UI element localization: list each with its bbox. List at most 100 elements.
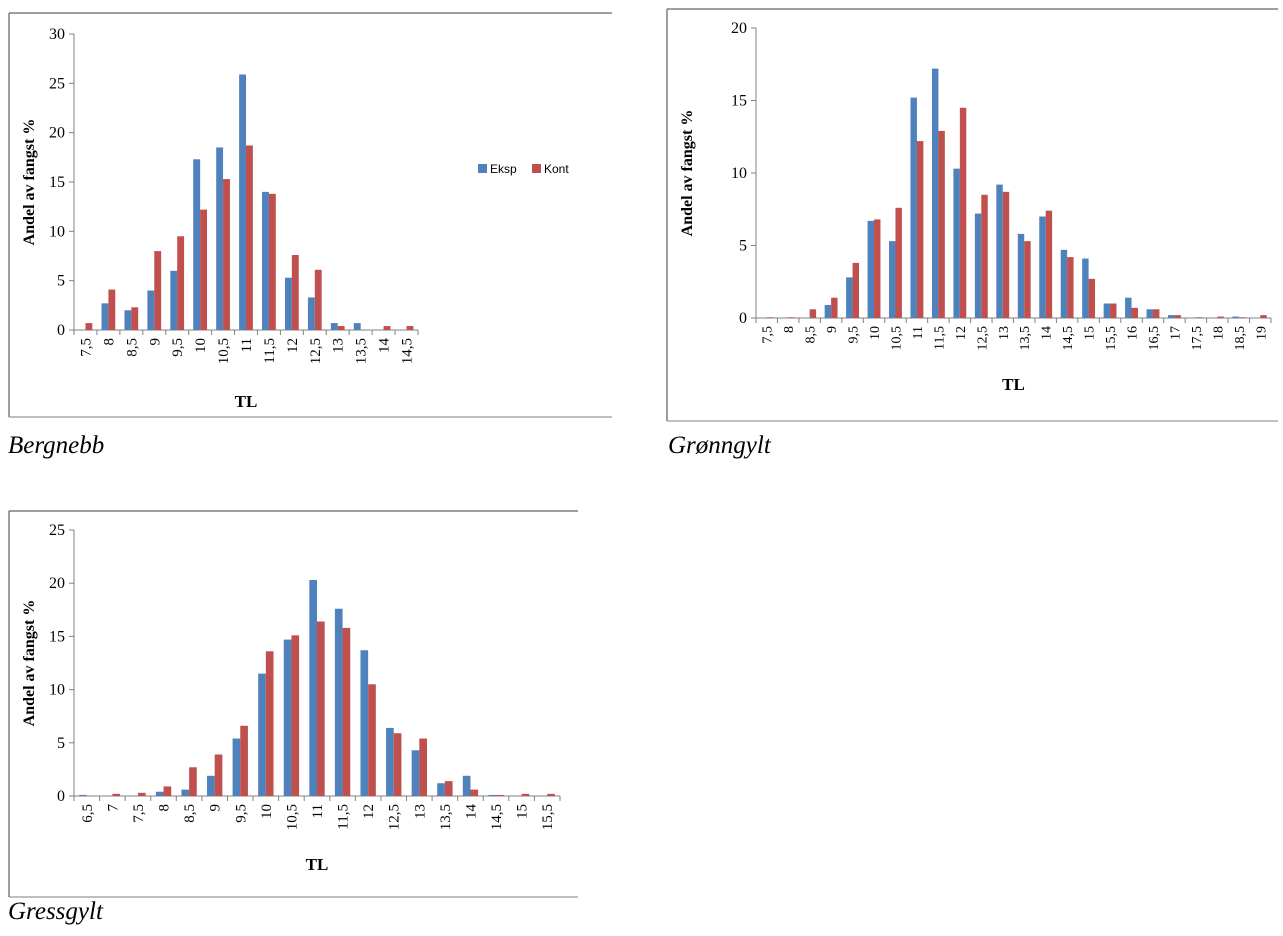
bar-eksp [1082, 258, 1089, 318]
bar-eksp [283, 639, 292, 796]
legend-swatch-kont [532, 164, 541, 173]
x-axis-label: TL [1002, 375, 1025, 394]
x-tick-label: 13 [331, 338, 347, 353]
bar-kont [137, 792, 146, 796]
bar-eksp [411, 750, 420, 796]
bar-kont [154, 251, 162, 330]
y-tick-label: 10 [49, 682, 65, 699]
y-tick-label: 20 [49, 575, 65, 592]
bar-kont [108, 289, 116, 330]
x-tick-label: 8 [101, 338, 117, 346]
y-tick-label: 15 [49, 174, 65, 191]
x-tick-label: 13 [997, 326, 1012, 340]
x-tick-label: 10,5 [284, 804, 300, 830]
bar-kont [337, 326, 345, 330]
x-tick-label: 12,5 [308, 338, 324, 364]
x-tick-label: 10,5 [889, 326, 904, 351]
x-tick-label: 13 [412, 804, 428, 819]
bar-eksp [488, 794, 497, 796]
bar-eksp [1125, 297, 1132, 318]
bar-kont [874, 219, 881, 318]
y-tick-label: 10 [49, 223, 65, 240]
x-tick-label: 9 [825, 326, 840, 333]
bar-eksp [824, 304, 832, 318]
y-tick-label: 20 [49, 125, 65, 142]
bar-kont [1024, 241, 1031, 318]
y-tick-label: 15 [49, 628, 65, 645]
bar-eksp [284, 277, 292, 330]
bar-eksp [974, 213, 982, 318]
bar-kont [809, 309, 817, 318]
bar-kont [852, 262, 859, 318]
bar-kont [163, 786, 172, 796]
x-tick-label: 18,5 [1233, 326, 1248, 351]
bar-kont [831, 297, 838, 318]
x-tick-label: 9 [208, 804, 224, 812]
x-tick-label: 16,5 [1147, 326, 1162, 351]
x-tick-label: 9,5 [170, 338, 186, 357]
bar-chart-gressgylt: 0 5 10 15 20 25 Andel av fangst % 6,5 7 7,5 8 8,5 9 9… [8, 510, 578, 898]
bar-kont [383, 326, 391, 330]
x-tick-label: 10 [193, 338, 209, 353]
y-tick-label: 25 [49, 522, 65, 539]
bar-kont [444, 781, 453, 796]
x-tick-label: 15,5 [540, 804, 556, 830]
bar-eksp [239, 74, 246, 330]
x-tick-label: 7 [105, 804, 121, 812]
caption-gressgylt: Gressgylt [8, 898, 103, 925]
y-tick-label: 0 [57, 788, 65, 805]
bar-eksp [867, 220, 875, 318]
bar-eksp [1103, 303, 1111, 318]
bar-kont [291, 635, 300, 796]
bar-kont [981, 194, 988, 318]
bar-kont [521, 793, 530, 796]
x-tick-label: 11 [239, 338, 255, 352]
bar-kont [368, 684, 376, 796]
bar-eksp [330, 323, 338, 330]
y-axis-label: Andel av fangst % [679, 110, 696, 237]
bar-eksp [170, 270, 178, 330]
chart-panel-bergnebb: 0 5 10 15 20 25 30 Andel av fangst % 7,5 8 8,5 9 9,5… [8, 12, 612, 418]
x-tick-label: 9,5 [233, 804, 249, 823]
x-tick-label: 10,5 [216, 338, 232, 364]
bar-eksp [147, 290, 155, 330]
bar-eksp [258, 673, 266, 796]
bar-kont [200, 209, 208, 330]
x-tick-label: 8 [782, 326, 797, 333]
x-tick-label: 14,5 [489, 804, 505, 830]
y-tick-label: 5 [57, 273, 65, 290]
bar-kont [496, 794, 504, 796]
bar-eksp [1146, 309, 1153, 318]
bar-kont [1110, 303, 1117, 318]
bar-eksp [931, 68, 939, 318]
bar-kont [342, 627, 351, 796]
x-tick-label: 14 [1040, 326, 1055, 340]
bar-chart-gronngylt: 0 5 10 15 20 Andel av fangst % 7,5 8 8,5 9 9,5 10 10… [666, 8, 1278, 422]
bar-eksp [386, 727, 394, 796]
chart-panel-gronngylt: 0 5 10 15 20 Andel av fangst % 7,5 8 8,5 9 9,5 10 10… [666, 8, 1278, 422]
x-tick-label: 7,5 [131, 804, 147, 823]
bar-kont [85, 323, 93, 330]
bar-kont [223, 179, 230, 330]
bar-kont [291, 255, 299, 330]
y-tick-label: 15 [731, 93, 747, 110]
bar-kont [766, 317, 774, 318]
x-tick-label: 15,5 [1104, 326, 1119, 351]
legend-swatch-eksp [478, 164, 487, 173]
bar-eksp [1039, 216, 1046, 318]
x-tick-label: 10 [259, 804, 275, 819]
bar-eksp [1168, 315, 1175, 318]
bar-eksp [124, 310, 132, 330]
x-tick-label: 16 [1126, 326, 1141, 340]
bar-kont [916, 141, 924, 318]
x-tick-label: 7,5 [761, 326, 776, 344]
bar-eksp [353, 323, 361, 330]
bar-eksp [79, 794, 87, 796]
x-tick-label: 13,5 [438, 804, 454, 830]
bar-kont [246, 145, 253, 330]
bar-kont [268, 193, 276, 330]
bar-kont [1238, 317, 1246, 318]
bar-kont [1045, 210, 1053, 318]
caption-bergnebb: Bergnebb [8, 432, 105, 459]
bar-kont [314, 269, 322, 330]
